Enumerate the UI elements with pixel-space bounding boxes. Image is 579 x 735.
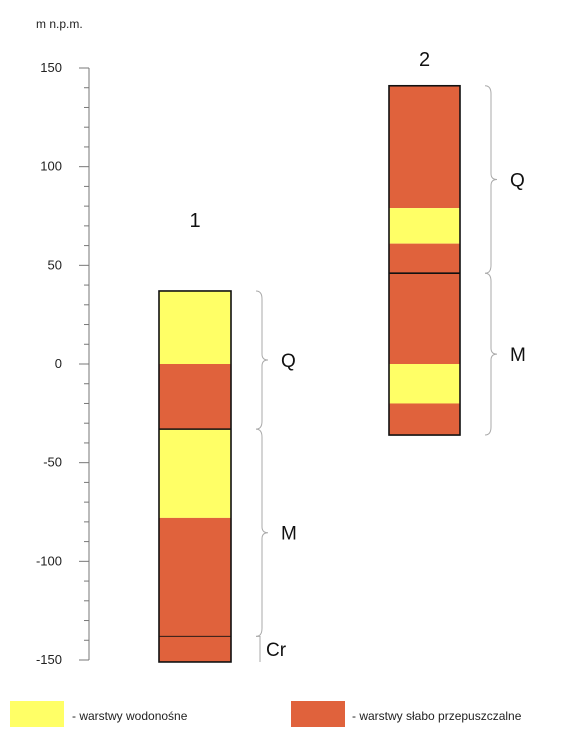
aquitard-layer bbox=[159, 517, 231, 662]
boreholes: 1 Q M Cr 2 Q M bbox=[158, 49, 526, 663]
axis-tick-label: -50 bbox=[43, 455, 62, 470]
axis-tick-label: -150 bbox=[36, 652, 62, 667]
unit-label-cr: Cr bbox=[266, 640, 287, 661]
borehole-outline bbox=[158, 290, 232, 663]
borehole-2: 2 Q M bbox=[388, 49, 526, 436]
unit-bracket bbox=[255, 290, 269, 430]
unit-label-q: Q bbox=[281, 351, 296, 372]
elevation-axis: 150 100 50 0 -50 -100 -150 bbox=[36, 60, 90, 667]
legend: - warstwy wodonośne - warstwy słabo prze… bbox=[10, 701, 522, 727]
aquitard-layer bbox=[159, 364, 231, 430]
aquitard-layer bbox=[389, 403, 460, 436]
legend-aquifer-label: - warstwy wodonośne bbox=[72, 709, 188, 723]
aquitard-layer bbox=[389, 85, 460, 209]
axis-tick-label: 50 bbox=[48, 257, 62, 272]
aquifer-layer bbox=[159, 290, 231, 364]
unit-bracket bbox=[484, 85, 498, 274]
legend-aquitard-swatch bbox=[291, 701, 345, 727]
axis-tick-label: 100 bbox=[40, 159, 62, 174]
axis-tick-label: 150 bbox=[40, 60, 62, 75]
unit-label-m: M bbox=[281, 524, 297, 545]
unit-bracket bbox=[255, 428, 269, 637]
borehole-label: 1 bbox=[189, 210, 200, 232]
borehole-outline bbox=[388, 84, 461, 436]
legend-aquitard-label: - warstwy słabo przepuszczalne bbox=[352, 709, 522, 723]
unit-bracket bbox=[484, 272, 498, 436]
borehole-1: 1 Q M Cr bbox=[158, 210, 297, 663]
unit-label-m: M bbox=[510, 345, 526, 366]
legend-aquifer-swatch bbox=[10, 701, 64, 727]
unit-bracket bbox=[256, 635, 261, 662]
axis-tick-label: -100 bbox=[36, 553, 62, 568]
borehole-label: 2 bbox=[419, 49, 430, 71]
axis-unit-label: m n.p.m. bbox=[36, 17, 83, 31]
axis-tick-label: 0 bbox=[55, 356, 62, 371]
unit-label-q: Q bbox=[510, 170, 525, 191]
aquitard-layer bbox=[389, 243, 460, 274]
aquifer-layer bbox=[389, 364, 460, 404]
aquitard-layer bbox=[389, 273, 460, 364]
aquifer-layer bbox=[389, 208, 460, 244]
aquifer-layer bbox=[159, 429, 231, 518]
